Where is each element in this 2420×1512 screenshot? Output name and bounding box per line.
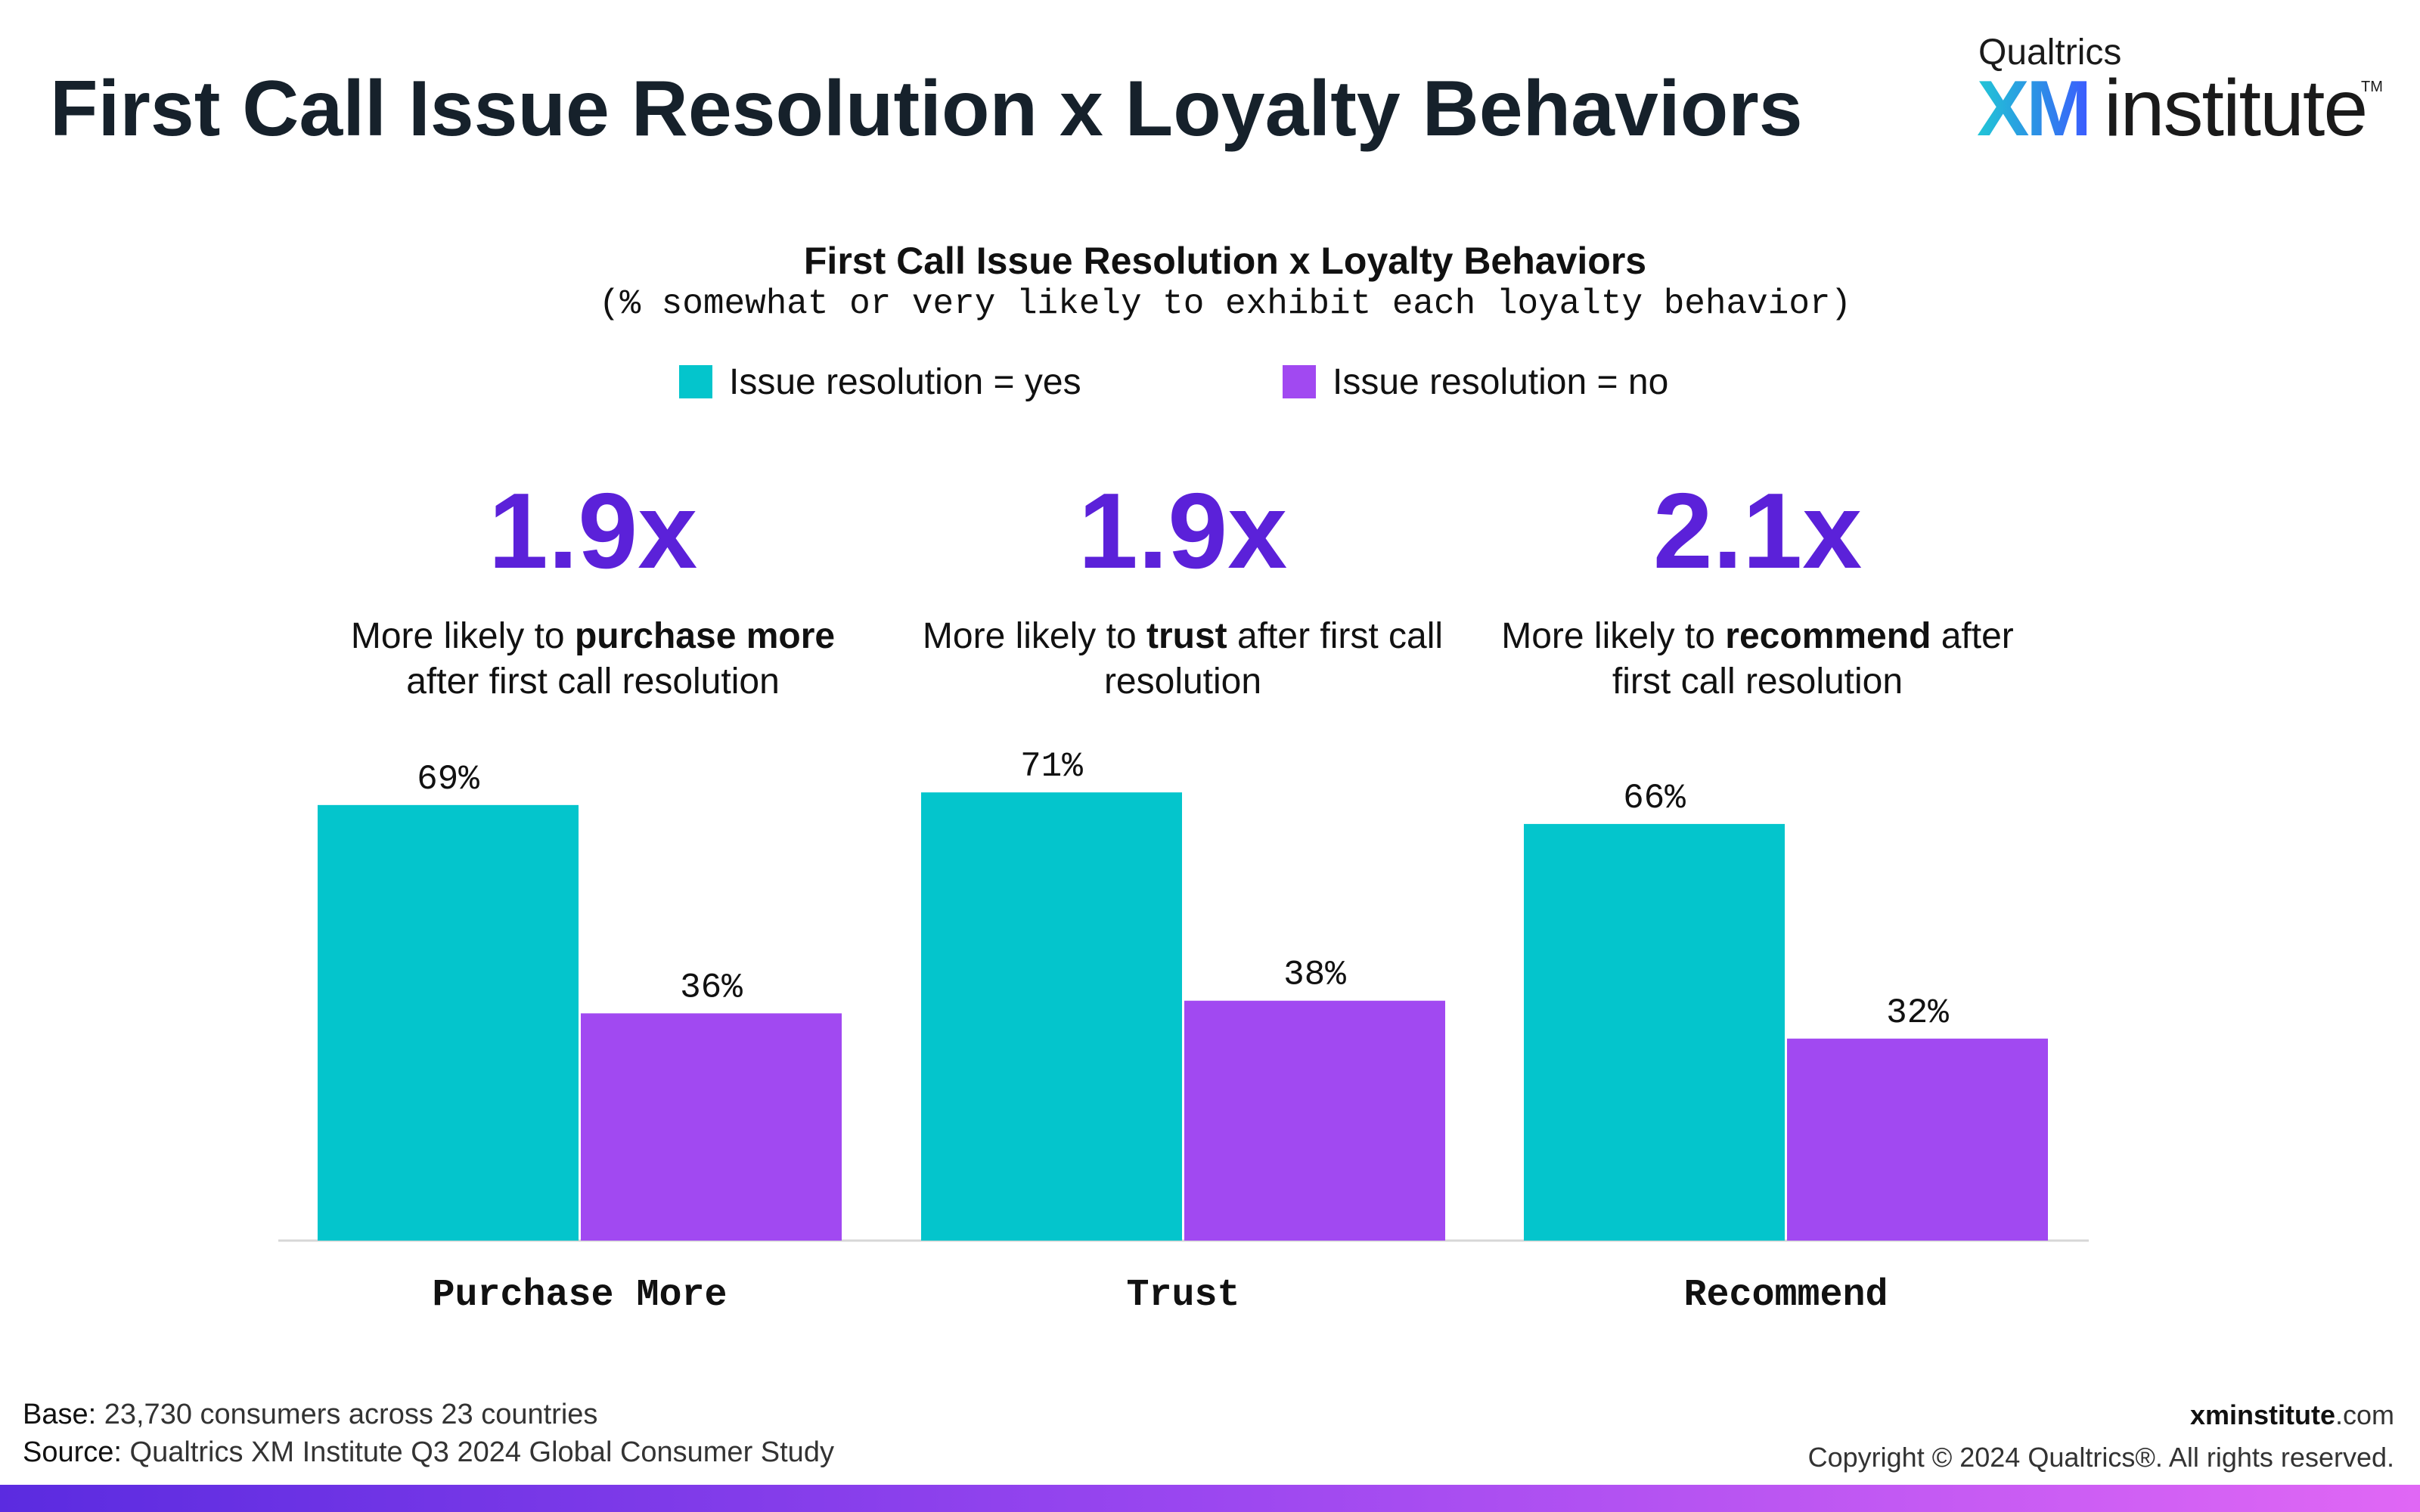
- footer-base-label: Base:: [23, 1399, 97, 1430]
- logo-xm-text: XM: [1977, 65, 2092, 153]
- chart-title: First Call Issue Resolution x Loyalty Be…: [803, 240, 1647, 282]
- bar-purchase-more-yes: [318, 804, 579, 1241]
- footer-site-bold: xminstitute: [2189, 1399, 2335, 1430]
- category-label-trust: Trust: [1126, 1274, 1239, 1317]
- multiplier-purchase-more: 1.9x: [488, 471, 698, 591]
- footer-source-text: Qualtrics XM Institute Q3 2024 Global Co…: [121, 1436, 834, 1468]
- caption-purchase-more-bold: purchase more: [574, 616, 836, 656]
- bottom-gradient-bar: [0, 1485, 2420, 1512]
- footer-copyright: Copyright © 2024 Qualtrics®. All rights …: [1807, 1442, 2394, 1473]
- caption-purchase-more-post: after first call resolution: [406, 662, 780, 702]
- caption-trust-post: after first call resolution: [1103, 616, 1444, 702]
- footer-site-rest: .com: [2335, 1399, 2394, 1430]
- bar-trust-no: [1184, 1000, 1445, 1241]
- footer-right: xminstitute.com Copyright © 2024 Qualtri…: [1808, 1394, 2394, 1479]
- legend-swatch-yes: [679, 365, 712, 398]
- bar-label-recommend-yes: 66%: [1623, 779, 1686, 818]
- bar-purchase-more-no: [581, 1013, 842, 1241]
- footer-source-label: Source:: [23, 1436, 122, 1468]
- page-title: First Call Issue Resolution x Loyalty Be…: [50, 65, 1803, 153]
- caption-recommend-pre: More likely to: [1501, 616, 1726, 656]
- bar-recommend-yes: [1524, 823, 1785, 1241]
- footer-site-link[interactable]: xminstitute.com: [1808, 1394, 2394, 1436]
- chart-subtitle: (% somewhat or very likely to exhibit ea…: [598, 284, 1852, 324]
- caption-purchase-more: More likely to purchase more after first…: [328, 614, 858, 705]
- category-label-recommend: Recommend: [1683, 1274, 1888, 1317]
- bar-label-purchase-more-yes: 69%: [417, 760, 479, 799]
- caption-purchase-more-pre: More likely to: [350, 616, 575, 656]
- caption-recommend: More likely to recommend after first cal…: [1493, 614, 2022, 705]
- footer-base-text: 23,730 consumers across 23 countries: [96, 1399, 598, 1430]
- caption-recommend-bold: recommend: [1725, 616, 1931, 656]
- caption-recommend-post: after first call resolution: [1612, 616, 2014, 702]
- caption-trust: More likely to trust after first call re…: [918, 614, 1447, 705]
- legend-label-yes: Issue resolution = yes: [729, 361, 1081, 402]
- footer-source: Source: Qualtrics XM Institute Q3 2024 G…: [23, 1433, 834, 1471]
- bars-group: 69% 36% 71% 38% 66% 32%: [318, 747, 2048, 1241]
- bar-label-trust-no: 38%: [1283, 956, 1346, 995]
- footer-notes: Base: 23,730 consumers across 23 countri…: [23, 1396, 834, 1471]
- bar-label-trust-yes: 71%: [1020, 747, 1083, 786]
- logo-trademark: TM: [2361, 79, 2383, 95]
- logo-institute-text: institute: [2104, 64, 2368, 153]
- footer-base: Base: 23,730 consumers across 23 countri…: [23, 1396, 834, 1433]
- multiplier-trust: 1.9x: [1078, 471, 1288, 591]
- legend-item-no: Issue resolution = no: [1283, 360, 1668, 404]
- legend-swatch-no: [1283, 365, 1316, 398]
- legend-label-no: Issue resolution = no: [1333, 361, 1669, 402]
- multiplier-recommend: 2.1x: [1652, 471, 1863, 591]
- category-label-purchase-more: Purchase More: [432, 1274, 727, 1317]
- bar-trust-yes: [921, 792, 1182, 1241]
- bar-label-purchase-more-no: 36%: [680, 968, 743, 1007]
- caption-trust-pre: More likely to: [922, 616, 1146, 656]
- logo-qualtrics-text: Qualtrics: [1978, 33, 2122, 73]
- bar-recommend-no: [1787, 1038, 2048, 1241]
- bar-label-recommend-no: 32%: [1886, 993, 1949, 1033]
- caption-trust-bold: trust: [1146, 616, 1227, 656]
- xm-institute-logo[interactable]: Qualtrics XM institute TM: [1977, 32, 2383, 153]
- legend-item-yes: Issue resolution = yes: [679, 360, 1081, 404]
